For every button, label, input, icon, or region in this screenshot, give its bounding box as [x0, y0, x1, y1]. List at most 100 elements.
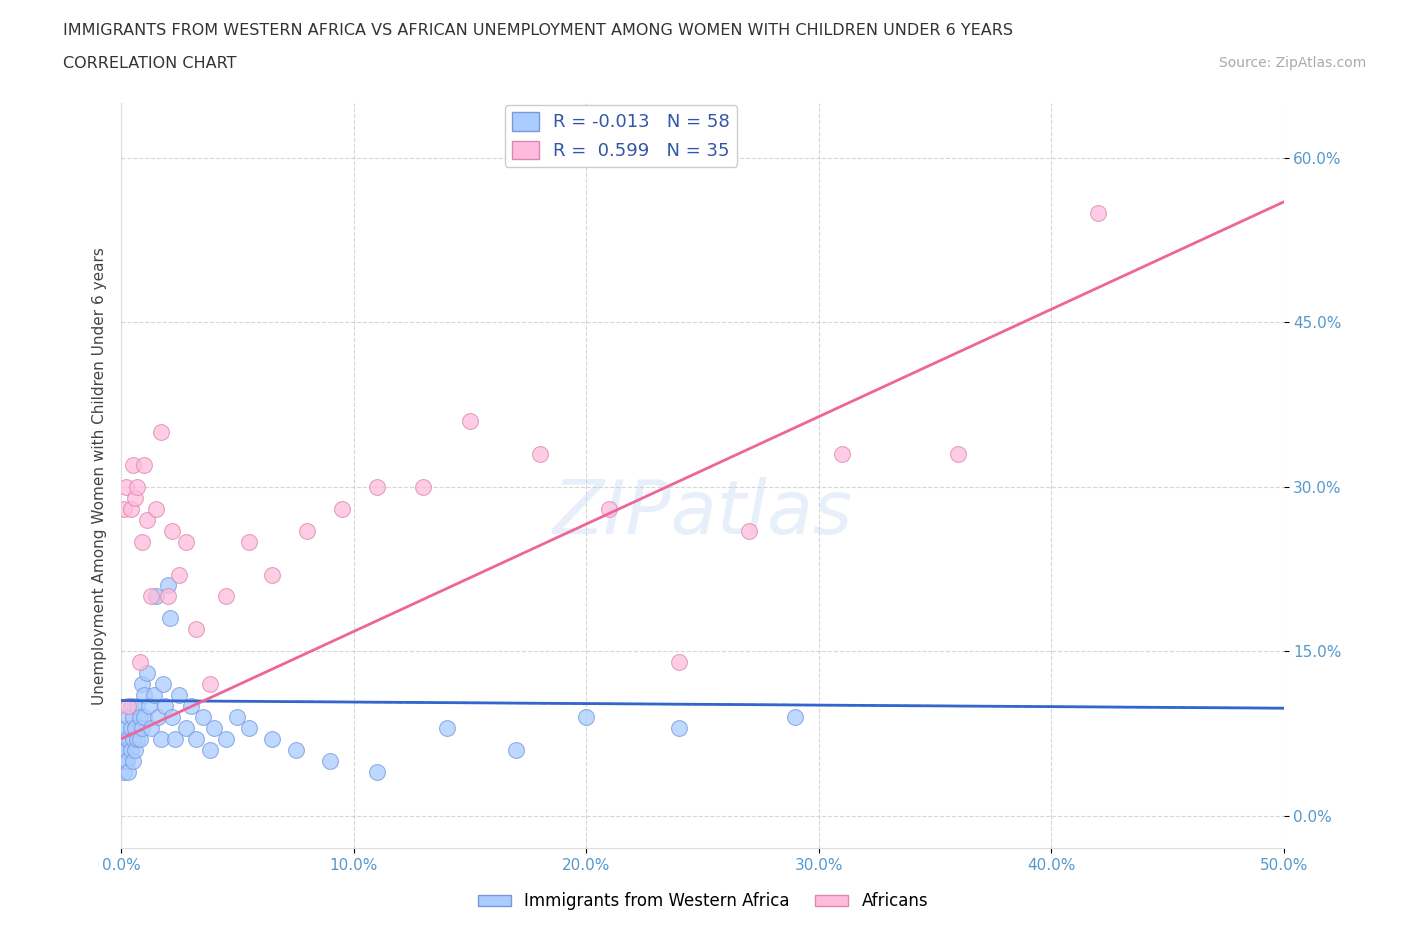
Point [159, 611, 181, 626]
Legend: Immigrants from Western Africa, Africans: Immigrants from Western Africa, Africans [471, 885, 935, 917]
Text: IMMIGRANTS FROM WESTERN AFRICA VS AFRICAN UNEMPLOYMENT AMONG WOMEN WITH CHILDREN: IMMIGRANTS FROM WESTERN AFRICA VS AFRICA… [63, 23, 1014, 38]
Point [458, 414, 481, 429]
Point [112, 764, 135, 779]
Point [215, 589, 238, 604]
Point [117, 764, 139, 779]
Point [152, 677, 174, 692]
Point [668, 655, 690, 670]
Point [148, 710, 170, 724]
Point [668, 721, 690, 736]
Point [128, 731, 150, 746]
Point [115, 742, 138, 757]
Point [215, 731, 238, 746]
Point [319, 753, 342, 768]
Point [112, 731, 135, 746]
Point [155, 698, 177, 713]
Point [238, 721, 260, 736]
Point [134, 458, 156, 472]
Text: Source: ZipAtlas.com: Source: ZipAtlas.com [1219, 56, 1367, 70]
Point [156, 589, 179, 604]
Point [121, 753, 143, 768]
Point [202, 721, 225, 736]
Point [149, 731, 172, 746]
Point [114, 753, 136, 768]
Point [142, 687, 165, 702]
Point [738, 524, 761, 538]
Point [135, 512, 157, 527]
Point [111, 742, 134, 757]
Point [946, 446, 969, 461]
Point [529, 446, 551, 461]
Point [135, 666, 157, 681]
Point [184, 622, 207, 637]
Point [127, 479, 149, 494]
Point [169, 687, 191, 702]
Point [145, 589, 167, 604]
Point [176, 721, 198, 736]
Point [120, 721, 142, 736]
Point [505, 742, 527, 757]
Point [295, 524, 318, 538]
Point [141, 589, 163, 604]
Point [1087, 206, 1109, 220]
Point [785, 710, 807, 724]
Point [115, 721, 138, 736]
Point [176, 534, 198, 549]
Point [134, 710, 156, 724]
Point [124, 490, 146, 505]
Point [141, 721, 163, 736]
Point [162, 524, 184, 538]
Point [412, 479, 434, 494]
Point [127, 731, 149, 746]
Point [191, 710, 214, 724]
Point [226, 710, 249, 724]
Point [284, 742, 307, 757]
Point [124, 721, 146, 736]
Point [163, 731, 186, 746]
Point [366, 764, 388, 779]
Point [169, 567, 191, 582]
Point [436, 721, 458, 736]
Point [162, 710, 184, 724]
Point [149, 425, 172, 440]
Point [145, 501, 167, 516]
Point [115, 753, 138, 768]
Point [238, 534, 260, 549]
Point [330, 501, 353, 516]
Legend: R = -0.013   N = 58, R =  0.599   N = 35: R = -0.013 N = 58, R = 0.599 N = 35 [505, 105, 737, 167]
Point [598, 501, 620, 516]
Point [180, 698, 202, 713]
Point [128, 655, 150, 670]
Text: CORRELATION CHART: CORRELATION CHART [63, 56, 236, 71]
Point [262, 567, 284, 582]
Point [127, 698, 149, 713]
Point [575, 710, 598, 724]
Point [120, 698, 142, 713]
Point [131, 534, 153, 549]
Point [121, 731, 143, 746]
Point [115, 479, 138, 494]
Point [120, 742, 142, 757]
Point [156, 578, 179, 593]
Point [121, 458, 143, 472]
Text: ZIPatlas: ZIPatlas [553, 477, 852, 549]
Y-axis label: Unemployment Among Women with Children Under 6 years: Unemployment Among Women with Children U… [93, 247, 107, 705]
Point [112, 501, 135, 516]
Point [198, 742, 221, 757]
Point [184, 731, 207, 746]
Point [131, 677, 153, 692]
Point [117, 731, 139, 746]
Point [117, 698, 139, 713]
Point [134, 687, 156, 702]
Point [117, 710, 139, 724]
Point [124, 742, 146, 757]
Point [120, 501, 142, 516]
Point [131, 721, 153, 736]
Point [198, 677, 221, 692]
Point [831, 446, 853, 461]
Point [128, 710, 150, 724]
Point [138, 698, 160, 713]
Point [262, 731, 284, 746]
Point [121, 710, 143, 724]
Point [366, 479, 388, 494]
